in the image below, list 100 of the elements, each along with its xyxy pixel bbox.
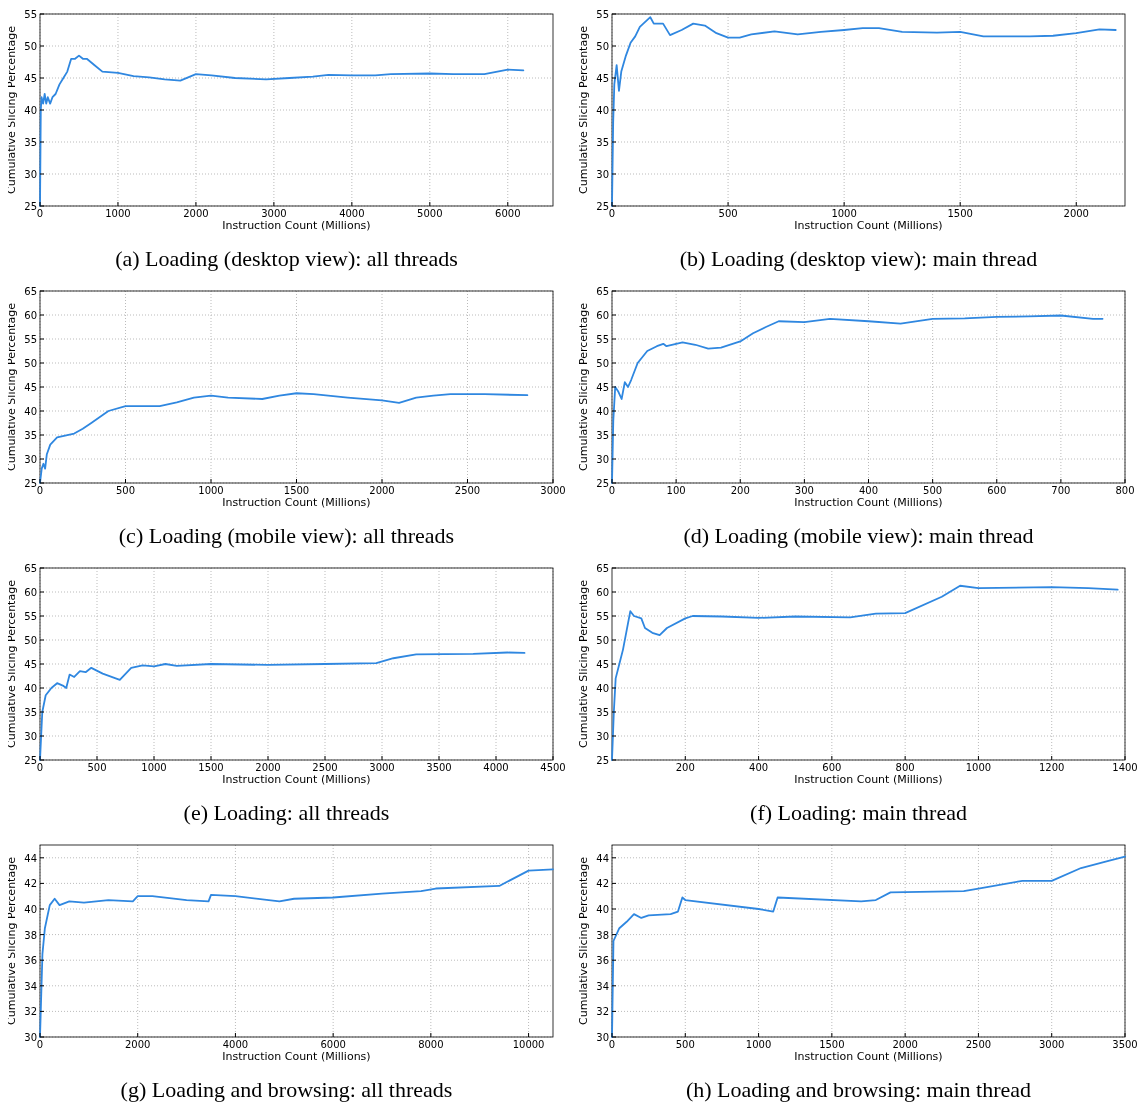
- y-tick-label: 25: [596, 478, 609, 489]
- x-tick-label: 4000: [222, 1039, 249, 1050]
- y-tick-label: 55: [24, 611, 37, 622]
- y-tick-label: 45: [596, 382, 609, 393]
- y-tick-label: 55: [596, 9, 609, 20]
- y-tick-label: 65: [24, 563, 37, 574]
- x-tick-label: 2500: [312, 762, 338, 773]
- text: (e) Loading: all threads: [183, 800, 390, 825]
- x-tick-label: 2000: [1063, 208, 1089, 219]
- y-tick-label: 50: [596, 41, 609, 52]
- y-tick-label: 65: [596, 286, 609, 297]
- x-tick-label: 300: [794, 485, 814, 496]
- y-tick-label: 60: [24, 310, 37, 321]
- x-tick-label: 600: [822, 762, 842, 773]
- y-axis-title: Cumulative Slicing Percentage: [577, 856, 590, 1025]
- x-tick-label: 1000: [198, 485, 224, 496]
- x-tick-label: 3000: [261, 208, 287, 219]
- line-series: [39, 651, 526, 761]
- x-tick-label: 1000: [831, 208, 857, 219]
- y-tick-label: 34: [596, 980, 609, 992]
- y-tick-label: 45: [596, 73, 609, 84]
- x-tick-label: 0: [608, 208, 616, 219]
- y-tick-label: 25: [596, 755, 609, 766]
- y-tick-label: 30: [24, 731, 37, 742]
- y-tick-label: 35: [596, 707, 609, 718]
- x-tick-label: 2000: [124, 1039, 151, 1050]
- y-tick-label: 50: [24, 358, 37, 369]
- y-tick-label: 30: [596, 731, 609, 742]
- text: (b) Loading (desktop view): main thread: [679, 246, 1038, 271]
- y-tick-label: 25: [24, 478, 37, 489]
- x-tick-label: 100: [666, 485, 686, 496]
- y-axis-title: Cumulative Slicing Percentage: [577, 579, 590, 748]
- x-tick-label: 3000: [1038, 1039, 1065, 1050]
- y-tick-label: 40: [596, 406, 609, 417]
- x-tick-label: 3000: [540, 485, 566, 496]
- x-tick-label: 8000: [418, 1039, 444, 1050]
- x-tick-label: 2500: [965, 1039, 992, 1050]
- y-tick-label: 42: [596, 878, 609, 890]
- text: (c) Loading (mobile view): all threads: [118, 523, 455, 548]
- y-tick-label: 40: [596, 683, 609, 694]
- x-tick-label: 10000: [512, 1039, 545, 1050]
- y-tick-label: 36: [24, 955, 37, 967]
- x-tick-label: 0: [608, 485, 616, 496]
- y-axis-title: Cumulative Slicing Percentage: [577, 25, 590, 194]
- line-series: [611, 314, 1104, 484]
- y-tick-label: 55: [24, 334, 37, 345]
- x-tick-label: 500: [923, 485, 943, 496]
- y-tick-label: 40: [24, 105, 37, 116]
- x-tick-label: 3500: [1112, 1039, 1138, 1050]
- y-tick-label: 25: [24, 201, 37, 212]
- x-tick-label: 1500: [947, 208, 973, 219]
- x-tick-label: 6000: [320, 1039, 346, 1050]
- x-tick-label: 1500: [283, 485, 310, 496]
- x-tick-label: 4000: [483, 762, 509, 773]
- y-tick-label: 30: [24, 1032, 37, 1043]
- y-tick-label: 35: [24, 137, 37, 148]
- y-tick-label: 35: [24, 430, 37, 441]
- x-tick-label: 1500: [198, 762, 224, 773]
- x-tick-label: 0: [608, 1039, 616, 1050]
- y-axis-title: Cumulative Slicing Percentage: [577, 302, 590, 471]
- x-tick-label: 500: [718, 208, 738, 219]
- x-axis-title: Instruction Count (Millions): [794, 1050, 943, 1063]
- x-tick-label: 0: [36, 762, 44, 773]
- y-tick-label: 55: [596, 611, 609, 622]
- y-tick-label: 42: [24, 878, 37, 890]
- y-tick-label: 30: [596, 1032, 609, 1043]
- x-tick-label: 1000: [965, 762, 992, 773]
- line-series: [611, 16, 1117, 207]
- x-tick-label: 700: [1051, 485, 1071, 496]
- line-series: [611, 584, 1119, 761]
- y-tick-label: 45: [596, 659, 609, 670]
- y-tick-label: 44: [24, 852, 37, 864]
- y-tick-label: 40: [24, 406, 37, 417]
- x-tick-label: 2000: [183, 208, 209, 219]
- x-tick-label: 1200: [1038, 762, 1065, 773]
- x-tick-label: 4000: [339, 208, 365, 219]
- y-tick-label: 60: [24, 587, 37, 598]
- y-tick-label: 65: [596, 563, 609, 574]
- y-tick-label: 60: [596, 310, 609, 321]
- y-tick-label: 40: [24, 904, 37, 915]
- x-tick-label: 800: [1115, 485, 1135, 496]
- y-tick-label: 50: [24, 41, 37, 52]
- x-tick-label: 400: [858, 485, 879, 496]
- y-tick-label: 30: [596, 169, 609, 180]
- y-tick-label: 55: [596, 334, 609, 345]
- x-tick-label: 2500: [454, 485, 481, 496]
- x-tick-label: 5000: [417, 208, 443, 219]
- y-tick-label: 30: [24, 454, 37, 465]
- text: (a) Loading (desktop view): all threads: [115, 246, 458, 271]
- x-axis-title: Instruction Count (Millions): [222, 219, 371, 232]
- y-tick-label: 60: [596, 587, 609, 598]
- x-tick-label: 0: [36, 1039, 44, 1050]
- x-axis-title: Instruction Count (Millions): [794, 219, 943, 232]
- x-tick-label: 500: [115, 485, 136, 496]
- text: (d) Loading (mobile view): main thread: [683, 523, 1034, 548]
- line-series: [39, 54, 525, 207]
- x-tick-label: 500: [675, 1039, 695, 1050]
- x-axis-title: Instruction Count (Millions): [222, 496, 371, 509]
- y-tick-label: 40: [596, 904, 609, 915]
- y-tick-label: 40: [24, 683, 37, 694]
